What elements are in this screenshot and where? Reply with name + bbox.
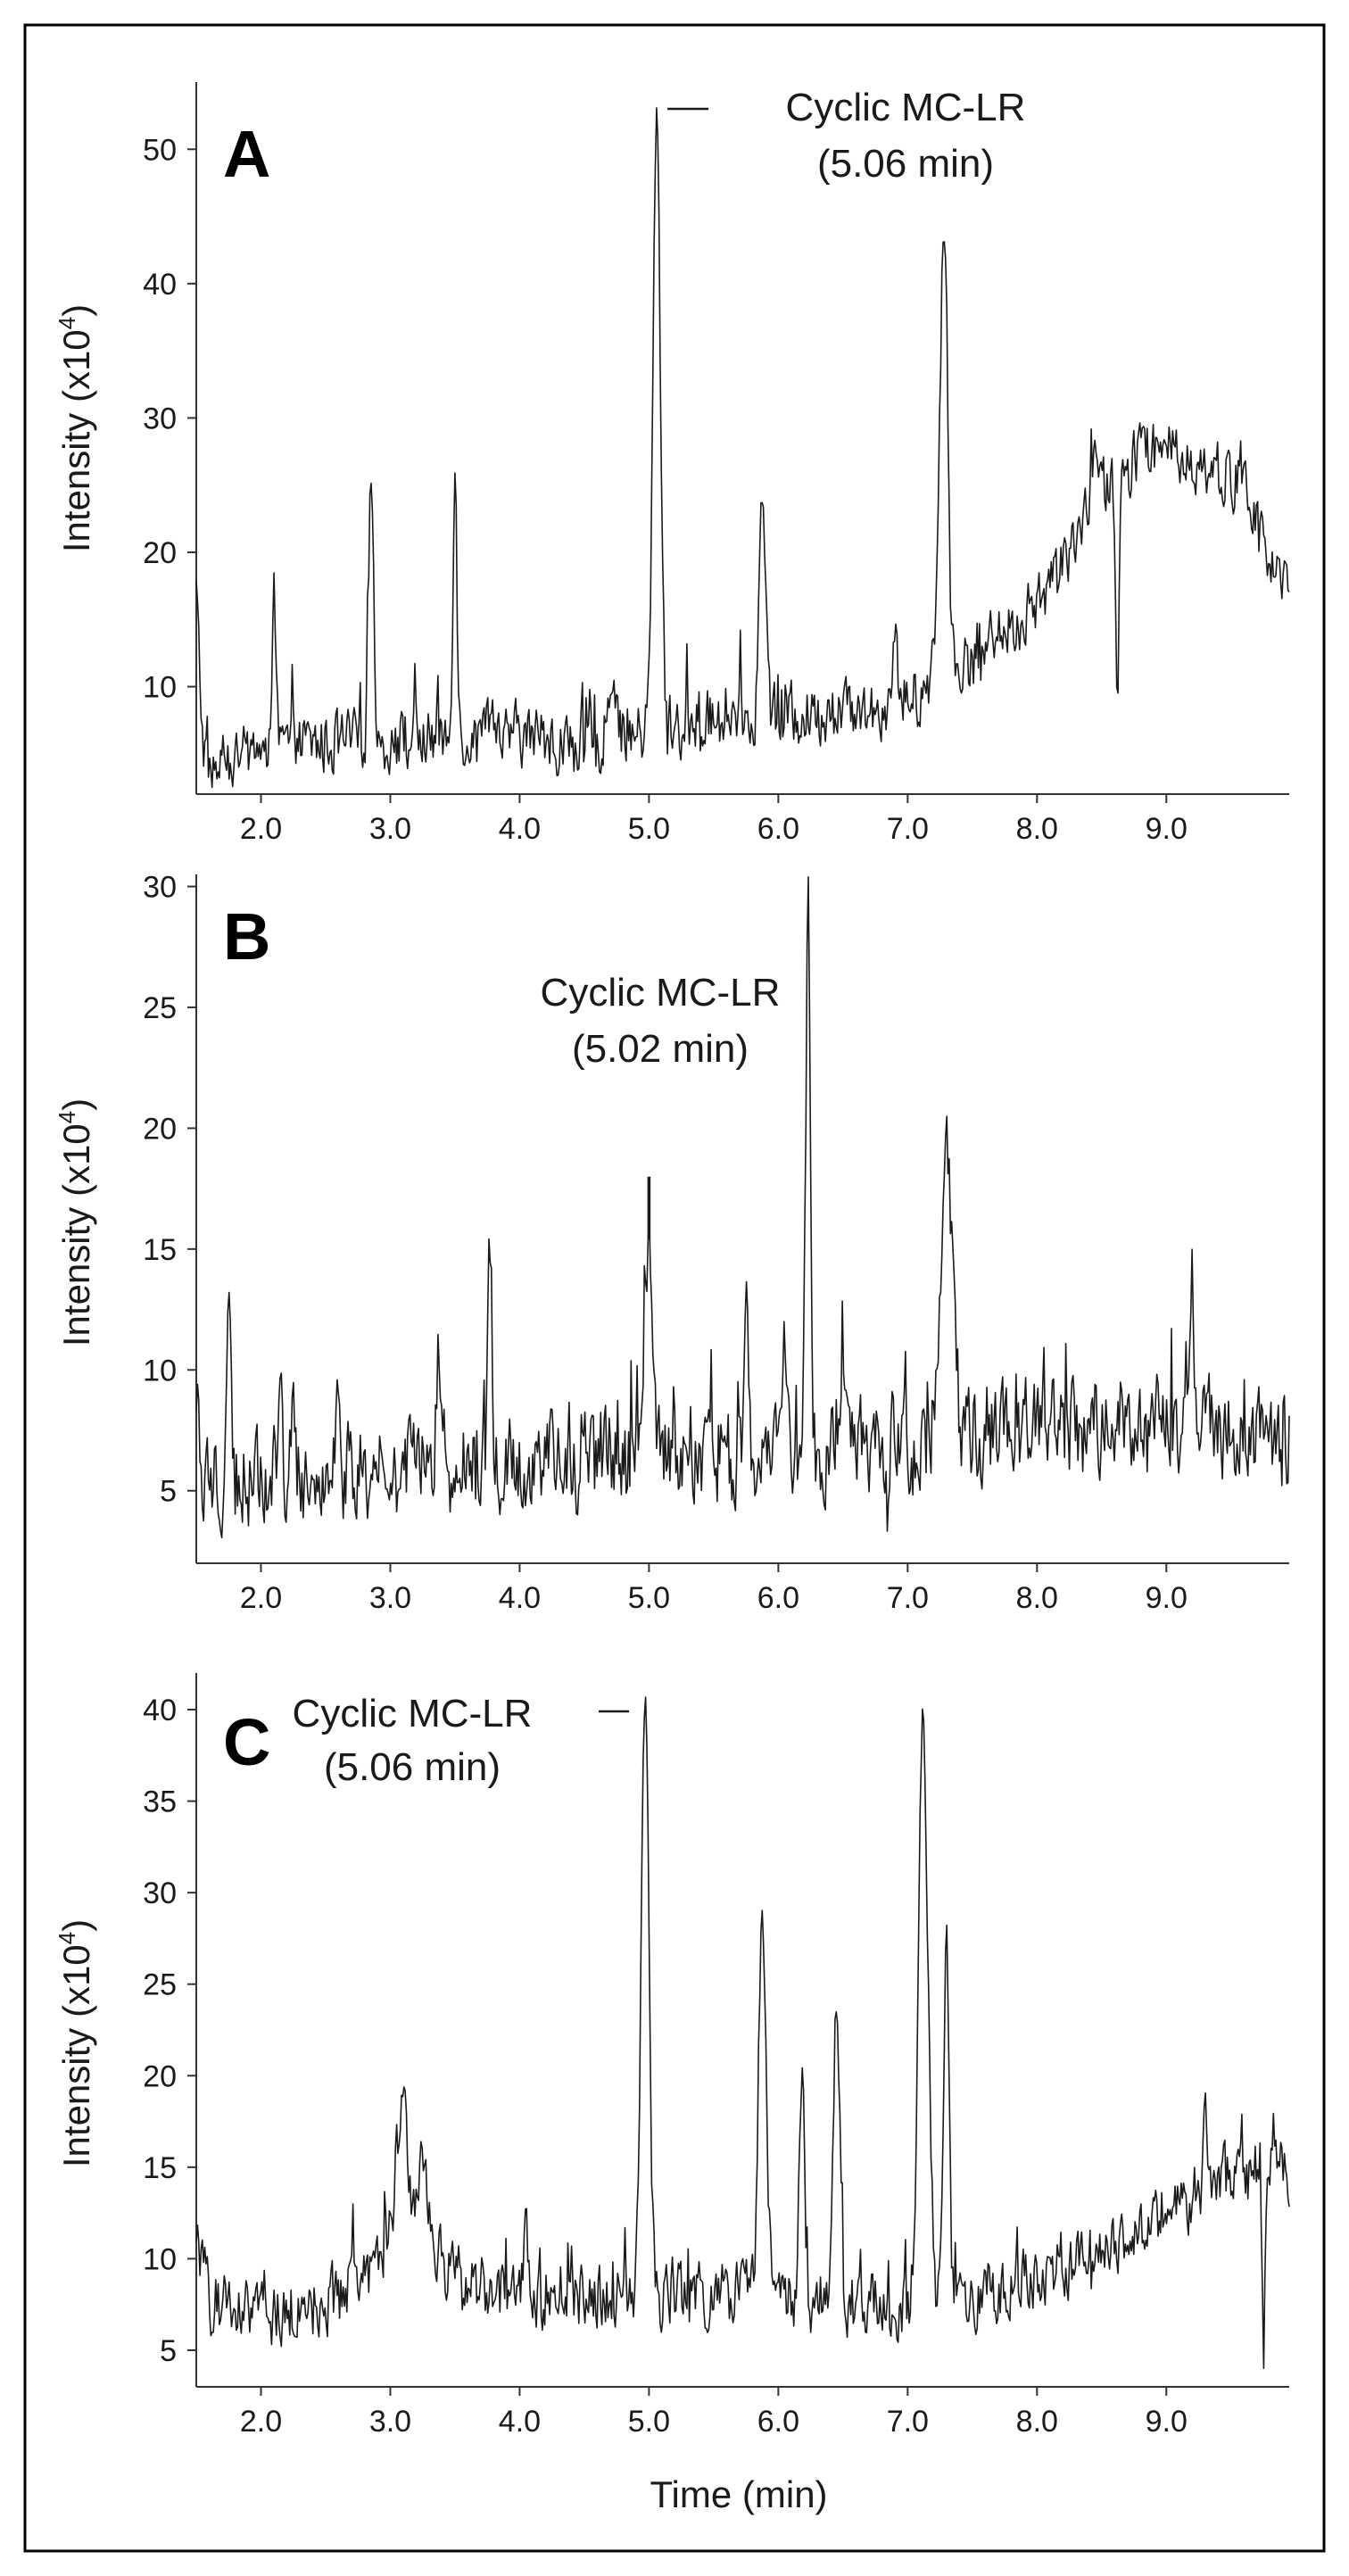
panel-a-letter: A	[223, 117, 270, 191]
panel-c-x-tick-label: 3.0	[369, 2405, 411, 2439]
panel-a-y-tick-label: 50	[143, 133, 177, 167]
panel-b-x-tick-label: 2.0	[240, 1581, 282, 1615]
panel-a-x-tick-label: 7.0	[887, 812, 929, 846]
panel-a-x-tick-label: 3.0	[369, 812, 411, 846]
panel-c-y-tick-label: 30	[143, 1876, 177, 1910]
panel-b-x-tick-label: 4.0	[499, 1581, 541, 1615]
panel-c: C Intensity (x104) Cyclic MC-LR (5.06 mi…	[54, 1673, 1290, 2515]
panel-b-x-tick-label: 8.0	[1016, 1581, 1058, 1615]
panel-a-x-tick-label: 6.0	[757, 812, 799, 846]
panel-b-x-tick-label: 7.0	[887, 1581, 929, 1615]
panel-b-y-tick-label: 5	[160, 1475, 177, 1509]
panel-b-x-tick-label: 6.0	[757, 1581, 799, 1615]
panel-c-x-tick-label: 9.0	[1146, 2405, 1188, 2439]
panel-b-y-tick-label: 25	[143, 991, 177, 1025]
panel-c-y-tick-label: 10	[143, 2242, 177, 2276]
panel-c-x-tick-label: 6.0	[757, 2405, 799, 2439]
panel-a-annotation-line2: (5.06 min)	[817, 142, 994, 186]
panel-c-x-tick-label: 7.0	[887, 2405, 929, 2439]
panel-c-x-tick-label: 2.0	[240, 2405, 282, 2439]
panel-b-x-tick-label: 3.0	[369, 1581, 411, 1615]
panel-b-trace-line	[195, 876, 1290, 1539]
panel-a-y-tick-label: 10	[143, 671, 177, 705]
panel-b-y-tick-label: 30	[143, 871, 177, 905]
panel-b-y-tick-label: 10	[143, 1354, 177, 1387]
panel-b-y-tick-label: 20	[143, 1112, 177, 1146]
panel-c-y-axis-title: Intensity (x104)	[54, 1919, 97, 2167]
panel-c-annotation-line1: Cyclic MC-LR	[293, 1692, 533, 1735]
panel-c-y-tick-label: 40	[143, 1694, 177, 1727]
panel-b-y-axis-title: Intensity (x104)	[54, 1098, 97, 1346]
panel-b-letter: B	[223, 899, 270, 973]
panel-a-x-tick-label: 9.0	[1146, 812, 1188, 846]
panel-c-y-tick-label: 35	[143, 1785, 177, 1819]
panel-b-annotation-line2: (5.02 min)	[572, 1027, 749, 1071]
panel-a-x-tick-label: 2.0	[240, 812, 282, 846]
panel-a-x-tick-label: 5.0	[628, 812, 670, 846]
panel-a-y-axis-title: Intensity (x104)	[54, 304, 97, 552]
panel-b: B Intensity (x104) Cyclic MC-LR (5.02 mi…	[54, 871, 1290, 1615]
panel-a-y-tick-label: 30	[143, 402, 177, 435]
panel-c-letter: C	[223, 1705, 270, 1779]
panel-c-x-tick-label: 8.0	[1016, 2405, 1058, 2439]
panel-b-x-tick-label: 5.0	[628, 1581, 670, 1615]
panel-c-y-tick-label: 5	[160, 2334, 177, 2368]
panel-a-x-tick-label: 8.0	[1016, 812, 1058, 846]
panel-c-x-tick-label: 5.0	[628, 2405, 670, 2439]
panel-a-x-tick-label: 4.0	[499, 812, 541, 846]
panel-a-annotation-line1: Cyclic MC-LR	[786, 86, 1026, 129]
panel-a-trace-line	[195, 107, 1290, 789]
panel-c-trace-line	[195, 1696, 1290, 2369]
panel-c-y-tick-label: 15	[143, 2151, 177, 2185]
panel-c-y-tick-label: 20	[143, 2059, 177, 2093]
figure-border	[23, 23, 1326, 2553]
panel-a: A Intensity (x104) Cyclic MC-LR (5.06 mi…	[54, 82, 1290, 846]
x-axis-title: Time (min)	[650, 2473, 827, 2515]
panel-c-annotation-line2: (5.06 min)	[324, 1745, 501, 1789]
panel-b-x-tick-label: 9.0	[1146, 1581, 1188, 1615]
panel-c-y-tick-label: 25	[143, 1968, 177, 2002]
panel-c-x-tick-label: 4.0	[499, 2405, 541, 2439]
panel-b-annotation-line1: Cyclic MC-LR	[541, 971, 781, 1015]
panel-b-y-tick-label: 15	[143, 1233, 177, 1267]
panel-a-y-tick-label: 40	[143, 268, 177, 302]
panel-a-y-tick-label: 20	[143, 536, 177, 570]
